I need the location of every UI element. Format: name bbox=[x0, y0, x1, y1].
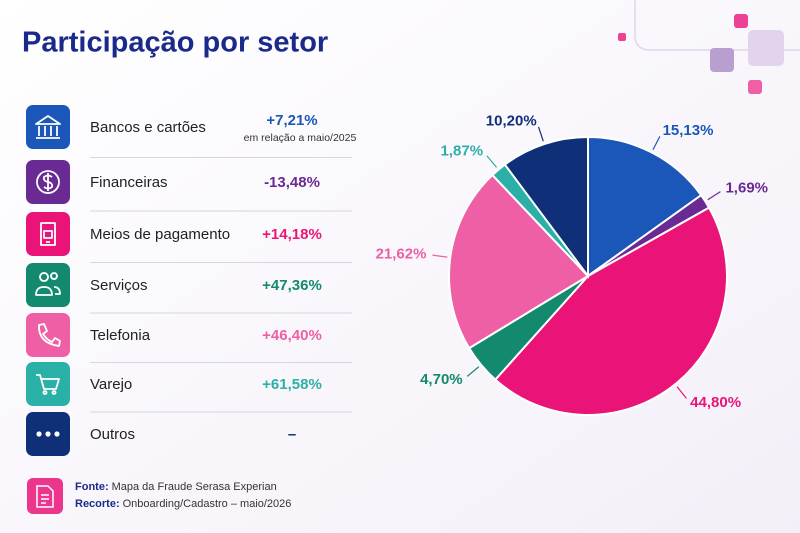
cut-text: Onboarding/Cadastro – maio/2026 bbox=[123, 498, 292, 510]
slice-label: 15,13% bbox=[663, 122, 714, 139]
sector-change: +61,58% bbox=[262, 376, 322, 393]
footer-icon bbox=[27, 478, 63, 514]
icon-glyph bbox=[40, 222, 56, 246]
icon-dot bbox=[54, 431, 60, 437]
cut: Recorte: Onboarding/Cadastro – maio/2026 bbox=[75, 498, 291, 510]
sector-icon bbox=[26, 105, 70, 149]
source-text: Mapa da Fraude Serasa Experian bbox=[112, 481, 277, 493]
pie-slice bbox=[587, 135, 703, 278]
slice-label: 4,70% bbox=[420, 371, 463, 388]
sector-note: em relação a maio/2025 bbox=[244, 132, 357, 144]
sector-name: Financeiras bbox=[90, 174, 168, 191]
leader-line bbox=[707, 191, 721, 201]
sector-change: +47,36% bbox=[262, 277, 322, 294]
sector-change: +14,18% bbox=[262, 226, 322, 243]
leader-line bbox=[432, 254, 448, 258]
leader-line bbox=[486, 155, 498, 168]
sector-name: Outros bbox=[90, 426, 135, 443]
sector-name: Meios de pagamento bbox=[90, 226, 230, 243]
pie-chart: 15,13% 1,69% 44,80% 4,70% 21,62% 1,87%10,20% bbox=[376, 112, 768, 416]
sector-change: -13,48% bbox=[264, 174, 320, 191]
leader-line bbox=[466, 366, 480, 377]
footer: Fonte: Mapa da Fraude Serasa Experian Rec… bbox=[27, 478, 291, 514]
source: Fonte: Mapa da Fraude Serasa Experian bbox=[75, 481, 277, 493]
sector-icon bbox=[26, 263, 70, 307]
sector-name: Bancos e cartões bbox=[90, 119, 206, 136]
icon-glyph bbox=[35, 272, 61, 296]
sector-name: Telefonia bbox=[90, 327, 151, 344]
icon-glyph bbox=[38, 323, 61, 347]
sector-change: +7,21% bbox=[266, 112, 317, 129]
pie-slice bbox=[503, 135, 589, 280]
slice-label: 1,69% bbox=[725, 179, 768, 196]
sector-icon bbox=[26, 362, 70, 406]
leader-line bbox=[676, 386, 687, 399]
pie-slice bbox=[493, 206, 728, 416]
icon-glyph bbox=[36, 170, 60, 194]
sector-name: Serviços bbox=[90, 277, 148, 294]
icon-dot bbox=[36, 431, 42, 437]
sector-change: +46,40% bbox=[262, 327, 322, 344]
sector-list: Bancos e cartões +7,21% em relação a maio/… bbox=[26, 105, 356, 456]
pie-slice bbox=[448, 173, 590, 350]
leader-line bbox=[537, 126, 544, 142]
decoration bbox=[618, 0, 800, 94]
icon-glyph bbox=[36, 374, 60, 395]
slice-label: 1,87% bbox=[441, 142, 484, 159]
slice-label: 10,20% bbox=[486, 112, 537, 129]
sector-icon bbox=[26, 313, 70, 357]
cut-label: Recorte: bbox=[75, 498, 120, 510]
source-label: Fonte: bbox=[75, 481, 109, 493]
leader-line bbox=[652, 136, 661, 151]
sector-name: Varejo bbox=[90, 376, 132, 393]
icon-dot bbox=[45, 431, 51, 437]
doc-glyph bbox=[36, 485, 54, 508]
slice-label: 44,80% bbox=[690, 394, 741, 411]
icon-glyph bbox=[35, 115, 61, 139]
title: Participação por setor bbox=[22, 27, 328, 59]
sector-change: – bbox=[288, 426, 296, 443]
slice-label: 21,62% bbox=[376, 245, 427, 262]
sector-icon bbox=[26, 212, 70, 256]
